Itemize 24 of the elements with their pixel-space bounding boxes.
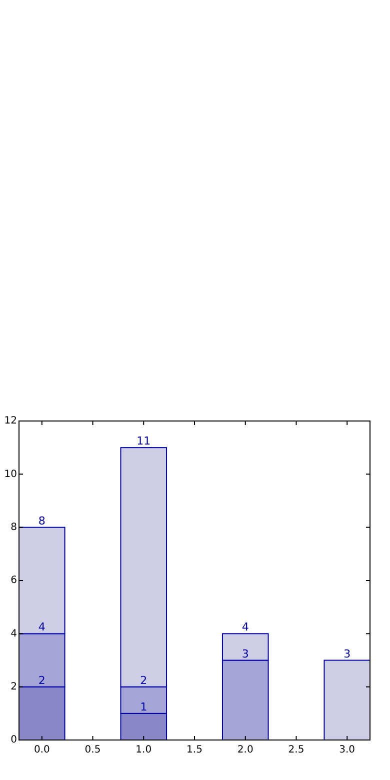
y-tick-label: 4 bbox=[10, 628, 17, 640]
y-tick-label: 8 bbox=[10, 522, 17, 534]
y-tick-label: 6 bbox=[10, 575, 17, 586]
y-tick-label: 12 bbox=[4, 416, 17, 427]
x-tick-label: 2.0 bbox=[237, 744, 254, 756]
annotation: 2 bbox=[38, 674, 46, 687]
y-tick-label: 10 bbox=[4, 468, 17, 480]
x-tick-label: 0.0 bbox=[34, 744, 50, 756]
x-tick-label: 3.0 bbox=[339, 744, 356, 756]
y-tick-label: 0 bbox=[10, 734, 17, 746]
x-tick-label: 0.5 bbox=[84, 744, 101, 756]
x-tick-label: 1.5 bbox=[186, 744, 202, 756]
x-tick-label: 2.5 bbox=[288, 744, 304, 756]
annotation: 4 bbox=[242, 620, 249, 634]
annotation: 4 bbox=[38, 620, 46, 634]
annotation: 3 bbox=[344, 647, 351, 660]
annotation: 3 bbox=[242, 647, 249, 660]
annotation: 1 bbox=[140, 700, 148, 714]
annotation: 8 bbox=[38, 514, 46, 528]
bar bbox=[324, 660, 370, 740]
y-tick-label: 2 bbox=[10, 682, 17, 693]
annotation: 2 bbox=[140, 674, 148, 687]
annotation: 11 bbox=[136, 434, 151, 448]
x-tick-label: 1.0 bbox=[136, 744, 152, 756]
